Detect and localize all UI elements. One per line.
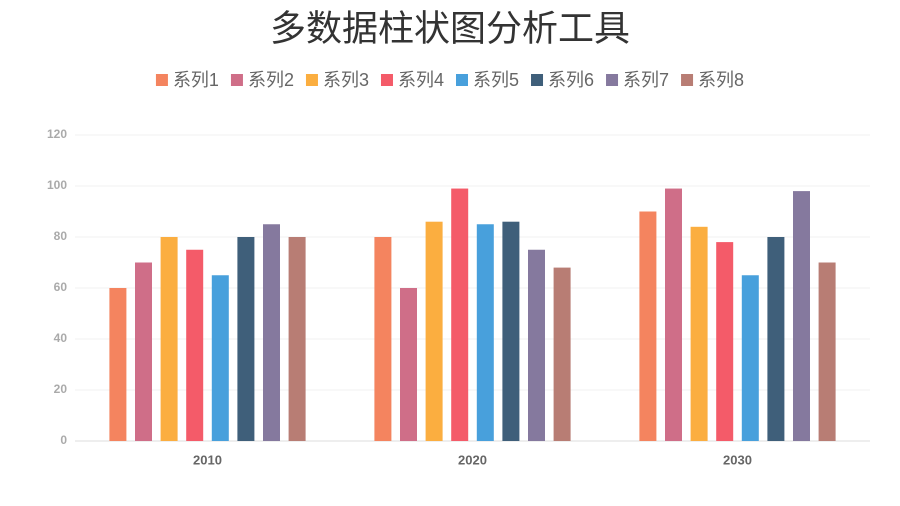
chart-title: 多数据柱状图分析工具 [270,8,630,49]
bar [135,262,152,441]
y-tick-label: 120 [47,127,67,141]
legend-swatch [531,74,544,86]
bar [288,237,306,441]
legend-swatch [380,74,393,86]
bar [237,237,255,441]
bar [425,221,443,441]
bar [263,224,280,441]
x-tick-label: 2020 [458,452,487,467]
x-tick-label: 2030 [723,452,752,467]
legend-label: 系列1 [173,70,219,90]
y-tick-label: 40 [54,331,68,345]
bar [451,188,469,441]
bar [502,221,520,441]
y-tick-label: 100 [47,178,67,192]
bar [716,242,734,441]
bar [186,249,204,441]
legend-swatch [305,74,318,86]
bar [741,275,759,441]
bar [665,188,682,441]
legend-swatch [606,74,619,86]
y-tick-label: 0 [60,433,67,447]
bar [109,288,127,441]
legend-label: 系列7 [623,70,669,90]
bar [211,275,229,441]
legend: 系列1 系列2 系列3 系列4 系列5 系列6 系列7 系列8 [155,70,744,90]
bar [639,211,657,441]
y-tick-label: 20 [54,382,68,396]
bar [160,237,178,441]
legend-swatch [681,74,694,86]
legend-swatch [230,74,243,86]
legend-label: 系列3 [323,70,369,90]
legend-label: 系列4 [398,70,444,90]
y-tick-label: 80 [54,229,68,243]
legend-label: 系列8 [698,70,744,90]
bar [793,191,810,441]
legend-label: 系列6 [548,70,594,90]
x-tick-label: 2010 [193,452,222,467]
legend-swatch [456,74,468,86]
bar [553,267,571,441]
bar [818,262,836,441]
bar [690,226,708,441]
legend-label: 系列5 [473,70,519,90]
bar [374,237,392,441]
bar [767,237,785,441]
legend-label: 系列2 [248,70,294,90]
bar [528,249,545,441]
y-tick-label: 60 [54,280,68,294]
bar [400,288,417,441]
bar [476,224,494,441]
legend-swatch [155,74,168,86]
